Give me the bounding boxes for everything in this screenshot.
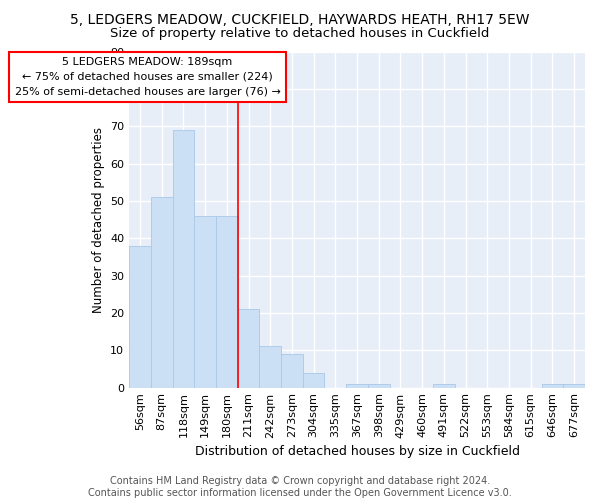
- Bar: [433, 384, 455, 388]
- Bar: [194, 216, 216, 388]
- Text: Size of property relative to detached houses in Cuckfield: Size of property relative to detached ho…: [110, 28, 490, 40]
- Text: Contains HM Land Registry data © Crown copyright and database right 2024.
Contai: Contains HM Land Registry data © Crown c…: [88, 476, 512, 498]
- Bar: [281, 354, 303, 388]
- Bar: [216, 216, 238, 388]
- Bar: [368, 384, 389, 388]
- Bar: [303, 372, 325, 388]
- X-axis label: Distribution of detached houses by size in Cuckfield: Distribution of detached houses by size …: [194, 444, 520, 458]
- Bar: [259, 346, 281, 388]
- Bar: [151, 197, 173, 388]
- Bar: [542, 384, 563, 388]
- Text: 5 LEDGERS MEADOW: 189sqm
← 75% of detached houses are smaller (224)
25% of semi-: 5 LEDGERS MEADOW: 189sqm ← 75% of detach…: [14, 57, 281, 96]
- Bar: [129, 246, 151, 388]
- Text: 5, LEDGERS MEADOW, CUCKFIELD, HAYWARDS HEATH, RH17 5EW: 5, LEDGERS MEADOW, CUCKFIELD, HAYWARDS H…: [70, 12, 530, 26]
- Bar: [563, 384, 585, 388]
- Bar: [173, 130, 194, 388]
- Y-axis label: Number of detached properties: Number of detached properties: [92, 126, 104, 312]
- Bar: [238, 309, 259, 388]
- Bar: [346, 384, 368, 388]
